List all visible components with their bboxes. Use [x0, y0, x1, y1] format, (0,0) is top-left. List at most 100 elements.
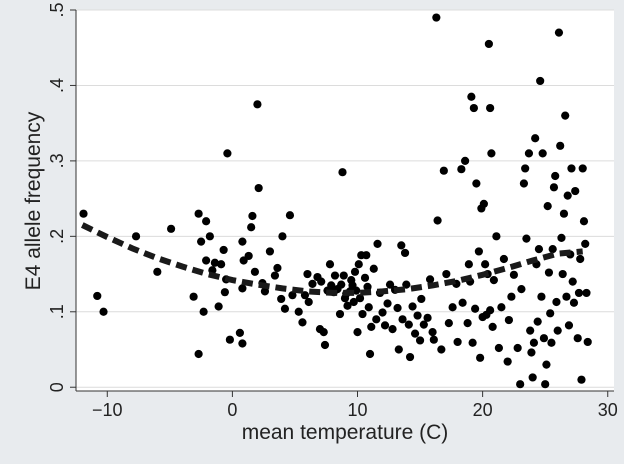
data-point: [304, 297, 313, 307]
data-point: [553, 326, 562, 335]
data-point: [253, 100, 262, 109]
x-tick-label: 10: [347, 400, 367, 420]
data-point: [497, 303, 506, 312]
y-ticks: 0 .1 .2 .3 .4 .5: [47, 2, 76, 392]
data-point: [442, 269, 451, 279]
axes: [75, 10, 614, 392]
data-point: [393, 303, 402, 313]
data-point: [205, 232, 214, 241]
data-point: [260, 287, 270, 296]
data-point: [571, 186, 580, 196]
data-point: [248, 211, 257, 221]
x-tick-label: −10: [92, 400, 123, 420]
data-point: [433, 216, 442, 225]
data-point: [458, 298, 467, 307]
data-point: [437, 345, 446, 354]
data-point: [417, 294, 426, 304]
data-point: [562, 292, 571, 301]
data-point: [499, 254, 508, 264]
data-point: [578, 164, 587, 173]
data-point: [303, 269, 312, 279]
data-point: [355, 294, 365, 303]
data-point: [539, 334, 549, 343]
data-point: [561, 111, 570, 120]
data-point: [425, 275, 435, 284]
data-point: [277, 294, 286, 304]
data-point: [471, 304, 480, 313]
x-tick-label: 30: [598, 400, 618, 420]
data-point: [194, 209, 203, 218]
data-point: [463, 318, 472, 328]
data-point: [378, 308, 387, 317]
data-point: [557, 233, 566, 242]
data-point: [330, 271, 340, 280]
data-point: [432, 13, 441, 22]
data-point: [582, 288, 591, 298]
data-point: [410, 329, 420, 338]
data-point: [405, 352, 415, 362]
data-point: [238, 284, 247, 293]
data-point: [317, 277, 326, 286]
data-point: [214, 302, 223, 311]
data-point: [99, 307, 108, 316]
data-point: [519, 179, 529, 188]
data-point: [461, 156, 470, 165]
data-point: [542, 360, 551, 369]
data-point: [522, 234, 531, 243]
data-point: [509, 270, 519, 279]
data-point: [413, 311, 422, 320]
data-point: [335, 309, 345, 319]
data-point: [481, 260, 490, 269]
data-point: [250, 267, 260, 276]
x-axis-label: mean temperature (C): [242, 421, 449, 444]
data-point: [265, 247, 275, 256]
data-point: [507, 292, 516, 301]
grid-lines: [76, 9, 614, 388]
data-point: [547, 338, 556, 347]
data-point: [352, 286, 361, 295]
data-point: [428, 328, 437, 337]
data-point: [521, 164, 530, 173]
data-point: [383, 299, 392, 308]
data-point: [504, 315, 514, 325]
data-point: [486, 103, 495, 113]
data-point: [270, 271, 280, 280]
data-point: [238, 339, 247, 348]
x-ticks: −10 0 10 20 30: [92, 391, 618, 420]
data-point: [223, 149, 232, 158]
data-point: [339, 271, 348, 280]
y-tick-label: .4: [47, 78, 67, 93]
data-point: [380, 321, 390, 330]
data-point: [564, 321, 574, 330]
data-point: [529, 338, 539, 347]
fit-line: [80, 222, 583, 296]
data-point: [486, 306, 495, 315]
data-point: [360, 273, 370, 282]
data-point: [197, 237, 206, 246]
data-point: [559, 209, 569, 218]
data-point: [327, 281, 336, 290]
data-point: [467, 92, 476, 101]
data-point: [79, 209, 88, 218]
data-point: [388, 325, 397, 334]
data-point: [526, 326, 535, 335]
data-point: [533, 317, 542, 326]
data-point: [220, 288, 229, 297]
data-point: [385, 280, 395, 289]
data-point: [373, 239, 382, 248]
data-point: [444, 318, 453, 328]
data-point: [280, 304, 290, 313]
data-point: [394, 345, 403, 354]
data-point: [464, 260, 473, 269]
data-point: [534, 245, 544, 254]
data-point: [583, 337, 592, 347]
data-point: [415, 336, 425, 345]
data-point: [488, 322, 497, 331]
data-point: [338, 168, 347, 177]
data-point: [343, 301, 352, 310]
data-point: [244, 251, 253, 261]
data-point: [439, 166, 448, 175]
y-axis-label: E4 allele frequency: [22, 111, 45, 290]
data-point: [448, 303, 457, 312]
data-point: [285, 211, 295, 220]
